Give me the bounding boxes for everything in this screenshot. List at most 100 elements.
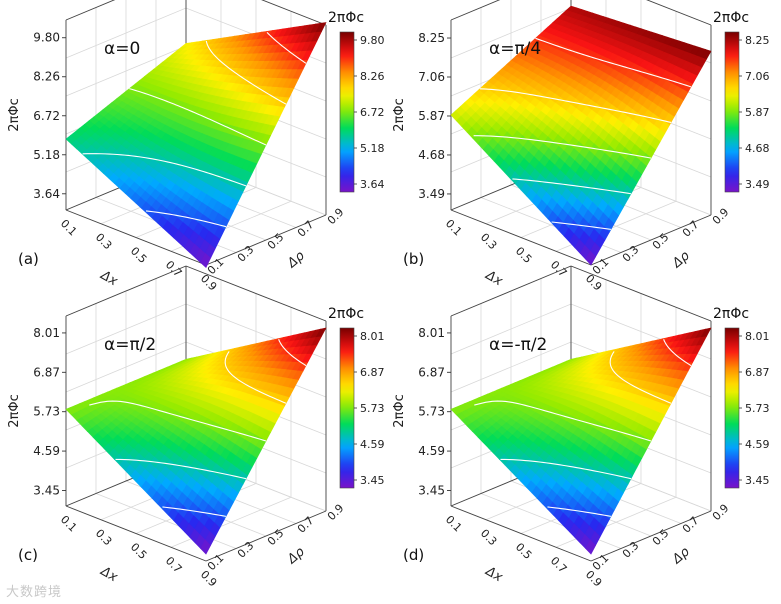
- panel-annotation: α=0: [104, 39, 140, 59]
- surface-cell: [200, 539, 211, 555]
- colorbar: [724, 327, 740, 489]
- contour-line: [535, 37, 692, 88]
- z-tick-label: 4.59: [33, 444, 60, 458]
- surface-cell: [200, 252, 211, 269]
- x-tick-label: 0.3: [93, 527, 115, 549]
- z-tick-label: 3.64: [33, 187, 60, 201]
- z-tick-label: 7.06: [418, 70, 445, 84]
- x-axis-label: Δx: [97, 563, 120, 585]
- y-tick-label: 0.9: [710, 502, 732, 524]
- z-axis-label: 2πΦc: [7, 98, 22, 131]
- z-tick-label: 8.26: [33, 70, 60, 84]
- x-tick-label: 0.9: [198, 568, 220, 590]
- z-tick-label: 4.59: [418, 444, 445, 458]
- colorbar-tick-label: 4.59: [745, 438, 770, 451]
- x-tick-label: 0.7: [163, 258, 185, 280]
- y-tick-label: 0.5: [650, 231, 672, 253]
- y-tick-label: 0.3: [235, 243, 257, 265]
- z-tick-label: 6.87: [33, 365, 60, 379]
- panel-annotation: α=-π/2: [489, 335, 547, 355]
- colorbar-tick-label: 4.68: [745, 142, 770, 155]
- watermark: 大数跨境: [6, 585, 63, 600]
- y-tick-label: 0.9: [325, 502, 347, 524]
- y-tick-label: 0.5: [650, 527, 672, 549]
- x-tick-label: 0.5: [513, 244, 535, 266]
- contour-lines: [474, 339, 692, 517]
- panel-annotation: α=π/4: [489, 39, 541, 59]
- colorbar-tick-label: 3.45: [360, 474, 385, 487]
- contour-lines: [473, 37, 692, 230]
- y-tick-label: 0.7: [295, 218, 317, 240]
- panel-label: (c): [18, 546, 38, 564]
- x-tick-label: 0.1: [58, 513, 80, 535]
- x-tick-label: 0.5: [128, 540, 150, 562]
- contour-lines: [82, 31, 307, 228]
- x-axis-label: Δx: [482, 267, 505, 289]
- colorbar-tick-label: 5.18: [360, 142, 385, 155]
- chart-panel-d: 3.45 4.59 5.73 6.87 8.01 2πΦc 0.1 0.3 0.5 0.7 0.9 Δ…: [392, 265, 770, 590]
- contour-line: [474, 400, 652, 442]
- panel-label: (a): [18, 250, 39, 268]
- contour-line: [115, 458, 247, 480]
- x-tick-label: 0.7: [548, 258, 570, 280]
- z-tick-label: 4.68: [418, 148, 445, 162]
- contour-line: [145, 210, 227, 228]
- colorbar-tick-label: 9.80: [360, 34, 385, 47]
- chart-panel-a: 3.64 5.18 6.72 8.26 9.80 2πΦc 0.1 0.3 0.5 0.7 0.9 Δ…: [7, 0, 385, 293]
- colorbar-tick-label: 8.01: [360, 330, 385, 343]
- y-axis-label: Δρ: [284, 248, 308, 272]
- contour-line: [500, 458, 632, 480]
- colorbar-title: 2πΦc: [713, 306, 749, 322]
- y-tick-label: 0.7: [680, 218, 702, 240]
- contour-line: [162, 506, 227, 517]
- x-tick-label: 0.1: [58, 217, 80, 239]
- chart-panel-c: 3.45 4.59 5.73 6.87 8.01 2πΦc 0.1 0.3 0.5 0.7 0.9 Δ…: [7, 265, 385, 590]
- colorbar-tick-label: 8.26: [360, 70, 385, 83]
- y-tick-label: 0.5: [265, 527, 287, 549]
- x-tick-label: 0.9: [583, 568, 605, 590]
- contour-line: [224, 351, 287, 404]
- surface: [450, 327, 712, 555]
- y-axis-label: Δρ: [669, 544, 693, 568]
- x-tick-label: 0.7: [548, 554, 570, 576]
- z-tick-label: 5.87: [418, 109, 445, 123]
- z-axis-label: 2πΦc: [7, 394, 22, 427]
- contour-line: [609, 351, 672, 404]
- contour-line: [512, 178, 632, 195]
- z-tick-label: 3.49: [418, 187, 445, 201]
- colorbar-tick-label: 6.72: [360, 106, 385, 119]
- surface-cell: [585, 539, 596, 555]
- y-tick-label: 0.9: [710, 206, 732, 228]
- z-tick-label: 5.73: [418, 405, 445, 419]
- colorbar-title: 2πΦc: [328, 10, 364, 26]
- contour-line: [479, 88, 672, 124]
- x-tick-label: 0.1: [443, 513, 465, 535]
- colorbar-tick-label: 6.87: [745, 366, 770, 379]
- colorbar: [339, 31, 355, 193]
- colorbar-tick-label: 5.87: [745, 106, 770, 119]
- y-tick-label: 0.7: [680, 514, 702, 536]
- z-tick-label: 9.80: [33, 31, 60, 45]
- y-axis-label: Δρ: [669, 248, 693, 272]
- x-axis-label: Δx: [482, 563, 505, 585]
- z-axis-label: 2πΦc: [392, 394, 407, 427]
- x-axis-label: Δx: [97, 267, 120, 289]
- x-tick-label: 0.5: [128, 244, 150, 266]
- surface: [65, 327, 327, 555]
- colorbar-tick-label: 3.45: [745, 474, 770, 487]
- colorbar-tick-label: 6.87: [360, 366, 385, 379]
- colorbar-tick-label: 8.01: [745, 330, 770, 343]
- y-tick-label: 0.7: [295, 514, 317, 536]
- contour-line: [473, 135, 652, 159]
- panel-label: (b): [403, 250, 424, 268]
- y-tick-label: 0.3: [620, 539, 642, 561]
- surface-cell: [585, 250, 596, 266]
- contour-line: [547, 506, 612, 517]
- panel-annotation: α=π/2: [104, 335, 156, 355]
- x-tick-label: 0.3: [478, 527, 500, 549]
- y-tick-label: 0.3: [620, 243, 642, 265]
- x-tick-label: 0.5: [513, 540, 535, 562]
- colorbar-tick-label: 7.06: [745, 70, 770, 83]
- z-tick-label: 6.87: [418, 365, 445, 379]
